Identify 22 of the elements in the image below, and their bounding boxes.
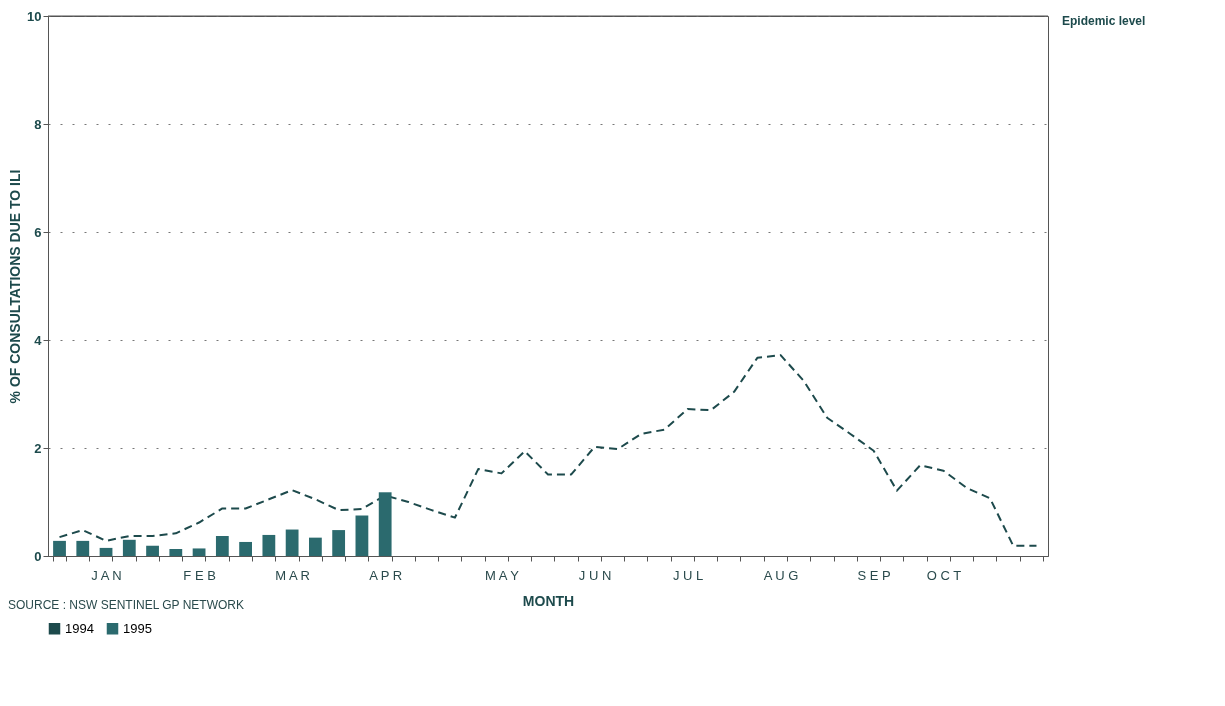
x-tick-label: J U L [672,567,704,583]
x-tick-label: A P R [369,567,403,583]
x-tick-label: M A Y [485,567,520,583]
x-axis-title: MONTH [522,592,575,609]
y-tick-label: 2 [34,440,42,456]
ref-line-label: Epidemic level [1062,14,1146,28]
y-tick-label: 8 [34,116,42,132]
x-tick-label: J U N [578,567,612,583]
x-tick-label: A U G [763,567,799,583]
legend-label: 1995 [123,620,152,636]
x-tick-label: J A N [91,567,122,583]
y-tick-label: 4 [34,332,43,348]
x-tick-label: F E B [183,567,216,583]
legend-label: 1994 [65,620,94,636]
y-tick-label: 6 [34,224,42,240]
x-tick-label: M A R [275,567,310,583]
y-axis-title: % OF CONSULTATIONS DUE TO ILI [7,169,24,404]
x-tick-label: O C T [926,567,962,583]
y-tick-label: 10 [27,8,42,24]
x-tick-label: S E P [857,567,891,583]
y-tick-label: 0 [34,548,42,564]
source-note: SOURCE : NSW SENTINEL GP NETWORK [8,598,245,612]
